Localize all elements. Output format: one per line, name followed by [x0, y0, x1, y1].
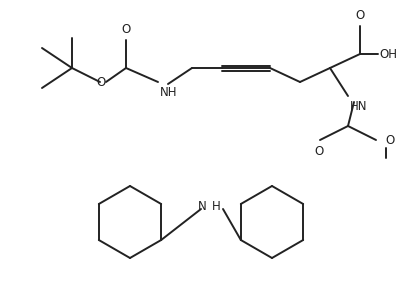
Text: O: O — [96, 75, 106, 88]
Text: O: O — [355, 9, 365, 22]
Text: N: N — [198, 199, 207, 212]
Text: OH: OH — [379, 47, 397, 60]
Text: O: O — [385, 134, 395, 147]
Text: H: H — [212, 201, 221, 214]
Text: O: O — [314, 145, 323, 158]
Text: HN: HN — [350, 100, 367, 113]
Text: NH: NH — [160, 86, 178, 99]
Text: O: O — [122, 23, 131, 36]
